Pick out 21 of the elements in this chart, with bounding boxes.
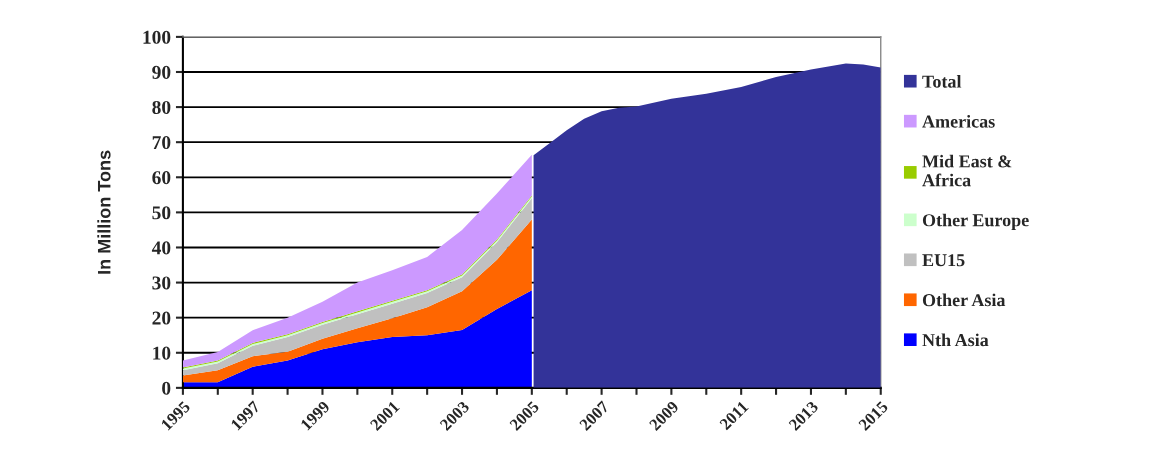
legend-label: Other Asia [922, 293, 1006, 307]
y-tick-label: 50 [152, 206, 171, 220]
y-tick-label: 90 [152, 65, 171, 79]
y-tick-label: 20 [152, 311, 171, 325]
legend-label: Americas [922, 114, 995, 128]
y-tick-label: 80 [152, 100, 171, 115]
legend-label: Nth Asia [922, 333, 989, 347]
legend-label: Total [922, 74, 962, 88]
y-tick-label: 70 [152, 136, 171, 150]
y-tick-label: 30 [152, 276, 171, 290]
legend-label: Other Europe [922, 213, 1029, 230]
y-tick-label: 60 [152, 171, 171, 185]
y-tick-label: 100 [143, 30, 171, 44]
y-tick-label: 0 [162, 381, 171, 395]
y-tick-label: 10 [153, 346, 171, 360]
y-tick-label: 40 [151, 241, 171, 255]
legend-label: EU15 [922, 254, 965, 267]
x-tick-label: 1999 [300, 400, 331, 431]
legend-label: Mid East & Africa [922, 154, 1012, 187]
y-axis-title: In Million Tons [97, 150, 111, 274]
x-tick-label: 2011 [719, 400, 749, 431]
